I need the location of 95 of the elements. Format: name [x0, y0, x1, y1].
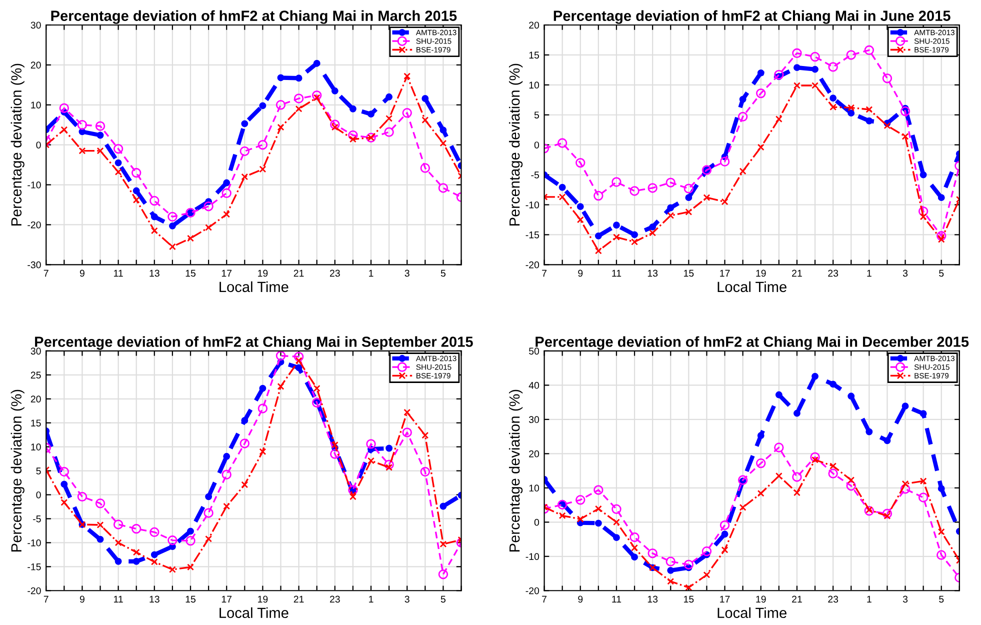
x-tick-label: 17 — [222, 596, 232, 603]
x-tick-label: 3 — [404, 596, 410, 603]
x-tick-label: 17 — [720, 596, 730, 603]
x-tick-label: 23 — [828, 270, 838, 277]
x-tick-label: 5 — [939, 596, 944, 603]
x-tick-label: 9 — [578, 596, 583, 603]
y-tick-label: 15 — [31, 420, 41, 426]
x-tick-label: 21 — [294, 596, 304, 603]
y-tick-label: 20 — [30, 396, 41, 403]
y-tick-label: 0 — [534, 518, 540, 526]
y-tick-label: 30 — [528, 416, 540, 424]
x-tick-label: 15 — [186, 270, 196, 277]
x-tick-label: 15 — [684, 270, 694, 277]
y-tick-label: -10 — [28, 539, 41, 546]
y-tick-label: 10 — [31, 444, 41, 450]
chart-title: Percentage deviation of hmF2 at Chiang Mai in March 2015 — [51, 10, 457, 24]
y-axis-title: Percentage deviation (%) — [508, 390, 523, 552]
y-tick-label: 5 — [534, 112, 540, 118]
x-tick-label: 13 — [150, 270, 160, 277]
x-tick-label: 7 — [44, 270, 48, 277]
x-tick-label: 5 — [440, 596, 446, 603]
x-tick-label: 19 — [258, 270, 268, 277]
y-tick-label: 10 — [529, 82, 540, 89]
x-tick-label: 11 — [114, 270, 123, 277]
x-tick-label: 17 — [222, 270, 232, 277]
x-axis-title: Local Time — [718, 607, 786, 618]
x-tick-label: 17 — [720, 270, 730, 277]
x-tick-label: 7 — [542, 596, 546, 603]
x-tick-label: 13 — [648, 270, 658, 277]
y-tick-label: -10 — [28, 182, 41, 188]
x-tick-label: 19 — [756, 596, 766, 603]
x-tick-label: 21 — [792, 270, 802, 277]
chart-title: Percentage deviation of hmF2 at Chiang Mai in June 2015 — [554, 10, 950, 24]
y-tick-label: 30 — [30, 348, 41, 355]
x-tick-label: 9 — [80, 270, 84, 277]
y-tick-label: 30 — [30, 22, 41, 29]
x-tick-label: 21 — [792, 596, 802, 603]
x-tick-label: 3 — [902, 596, 908, 603]
x-tick-label: 11 — [612, 270, 622, 277]
x-tick-label: 19 — [258, 596, 268, 603]
x-tick-label: 7 — [44, 596, 48, 603]
x-axis-title: Local Time — [718, 281, 786, 292]
x-tick-label: 1 — [867, 596, 872, 603]
x-tick-label: 3 — [902, 270, 908, 277]
x-tick-label: 11 — [612, 596, 622, 603]
y-tick-label: 5 — [36, 468, 41, 474]
y-axis-title: Percentage deviation (%) — [10, 64, 24, 226]
y-tick-label: -15 — [526, 232, 540, 238]
x-tick-label: 15 — [186, 596, 196, 603]
y-tick-label: -30 — [28, 261, 41, 268]
x-tick-label: 13 — [150, 596, 160, 603]
y-tick-label: 50 — [528, 348, 540, 355]
y-axis-title: Percentage deviation (%) — [508, 64, 523, 226]
x-axis-title: Local Time — [220, 281, 288, 292]
x-tick-label: 23 — [828, 596, 838, 603]
x-tick-label: 5 — [939, 270, 944, 277]
y-tick-label: 15 — [529, 52, 540, 59]
y-tick-label: -10 — [526, 553, 540, 560]
y-tick-label: 0 — [534, 142, 540, 148]
chart-title: Percentage deviation of hmF2 at Chiang Mai in September 2015 — [35, 336, 473, 350]
y-tick-label: 20 — [529, 450, 540, 458]
y-tick-label: 0 — [36, 142, 41, 148]
y-tick-label: -5 — [33, 516, 41, 522]
x-tick-label: 13 — [648, 596, 658, 603]
y-tick-label: 0 — [36, 491, 41, 498]
y-tick-label: -15 — [28, 563, 41, 570]
x-tick-label: 7 — [542, 270, 546, 277]
x-tick-label: 1 — [369, 596, 374, 603]
x-tick-label: 1 — [369, 270, 374, 277]
y-tick-label: 40 — [528, 382, 540, 389]
x-tick-label: 9 — [80, 596, 84, 603]
y-tick-label: 10 — [529, 484, 540, 492]
x-tick-label: 15 — [684, 596, 694, 603]
y-tick-label: 25 — [30, 372, 41, 379]
x-tick-label: 3 — [404, 270, 410, 277]
y-tick-label: 20 — [30, 62, 41, 69]
x-tick-label: 11 — [114, 596, 123, 603]
x-tick-label: 23 — [330, 596, 340, 603]
y-tick-label: -20 — [28, 587, 41, 594]
x-tick-label: 5 — [440, 270, 446, 277]
y-tick-label: 10 — [31, 102, 41, 109]
y-tick-label: -5 — [531, 172, 540, 178]
y-tick-label: -20 — [526, 587, 540, 594]
x-tick-label: 23 — [330, 270, 340, 277]
x-tick-label: 1 — [867, 270, 872, 277]
x-tick-label: 19 — [756, 270, 766, 277]
x-tick-label: 21 — [294, 270, 304, 277]
y-tick-label: -10 — [526, 201, 540, 208]
x-tick-label: 9 — [578, 270, 583, 277]
chart-title: Percentage deviation of hmF2 at Chiang Mai in December 2015 — [536, 336, 969, 350]
x-axis-title: Local Time — [220, 607, 288, 618]
y-tick-label: -20 — [28, 221, 41, 228]
y-axis-title: Percentage deviation (%) — [10, 390, 24, 552]
y-tick-label: -20 — [526, 261, 540, 268]
y-tick-label: 20 — [529, 22, 540, 29]
